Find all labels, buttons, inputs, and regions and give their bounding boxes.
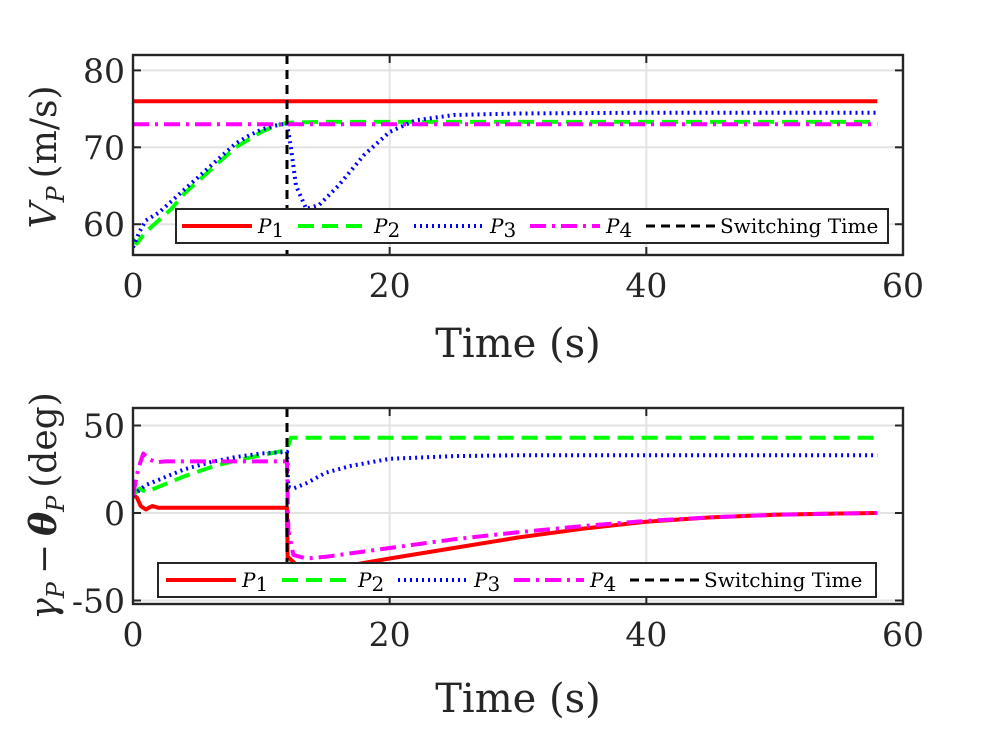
top-legend: P1 P2 P3 P4 Switching Time <box>175 208 889 244</box>
top-ytick-label: 80 <box>83 51 125 90</box>
bottom-ytick-label: -50 <box>72 582 125 621</box>
top-ytick-label: 60 <box>83 205 125 244</box>
bottom-y-axis-label: γP−θP(deg) <box>23 392 70 620</box>
bottom-legend: P1 P2 P3 P4 Switching Time <box>157 562 877 598</box>
top-xtick-label: 20 <box>369 266 411 305</box>
bottom-legend-p2-label: P2 <box>357 568 384 596</box>
top-axes-box <box>131 53 905 257</box>
bottom-x-axis-label: Time (s) <box>435 676 601 722</box>
bottom-legend-p1-label: P1 <box>241 568 268 596</box>
top-legend-p3-label: P3 <box>489 214 516 242</box>
bottom-xtick-label: 20 <box>369 615 411 654</box>
bottom-xtick-label: 60 <box>882 615 924 654</box>
top-tick-labels: 0 20 40 60 60 70 80 <box>83 51 924 305</box>
top-xtick-label: 0 <box>123 266 144 305</box>
top-xtick-label: 60 <box>882 266 924 305</box>
bottom-legend-switch-label: Switching Time <box>704 568 862 592</box>
bottom-series-p2-line <box>133 435 878 497</box>
bottom-ytick-label: 0 <box>104 494 125 533</box>
bottom-xtick-label: 40 <box>625 615 667 654</box>
top-series-p2-line <box>133 119 878 246</box>
bottom-xtick-label: 0 <box>123 615 144 654</box>
top-ytick-label: 70 <box>83 128 125 167</box>
top-xtick-label: 40 <box>625 266 667 305</box>
top-legend-p1-label: P1 <box>257 214 284 242</box>
bottom-axes-box <box>131 406 905 606</box>
top-legend-p4-label: P4 <box>605 214 632 242</box>
bottom-legend-p3-label: P3 <box>473 568 500 596</box>
bottom-ytick-label: 50 <box>83 407 125 446</box>
top-legend-switch-label: Switching Time <box>720 214 878 238</box>
top-legend-p2-label: P2 <box>373 214 400 242</box>
bottom-series-p4-line <box>133 451 878 561</box>
top-y-axis-label: VP(m/s) <box>24 86 70 229</box>
bottom-legend-p4-label: P4 <box>589 568 616 596</box>
top-x-axis-label: Time (s) <box>435 321 601 367</box>
top-ticks <box>132 55 904 255</box>
top-panel: 0 20 40 60 60 70 80 P1 P2 P3 P4 Switching Time… <box>24 51 924 367</box>
